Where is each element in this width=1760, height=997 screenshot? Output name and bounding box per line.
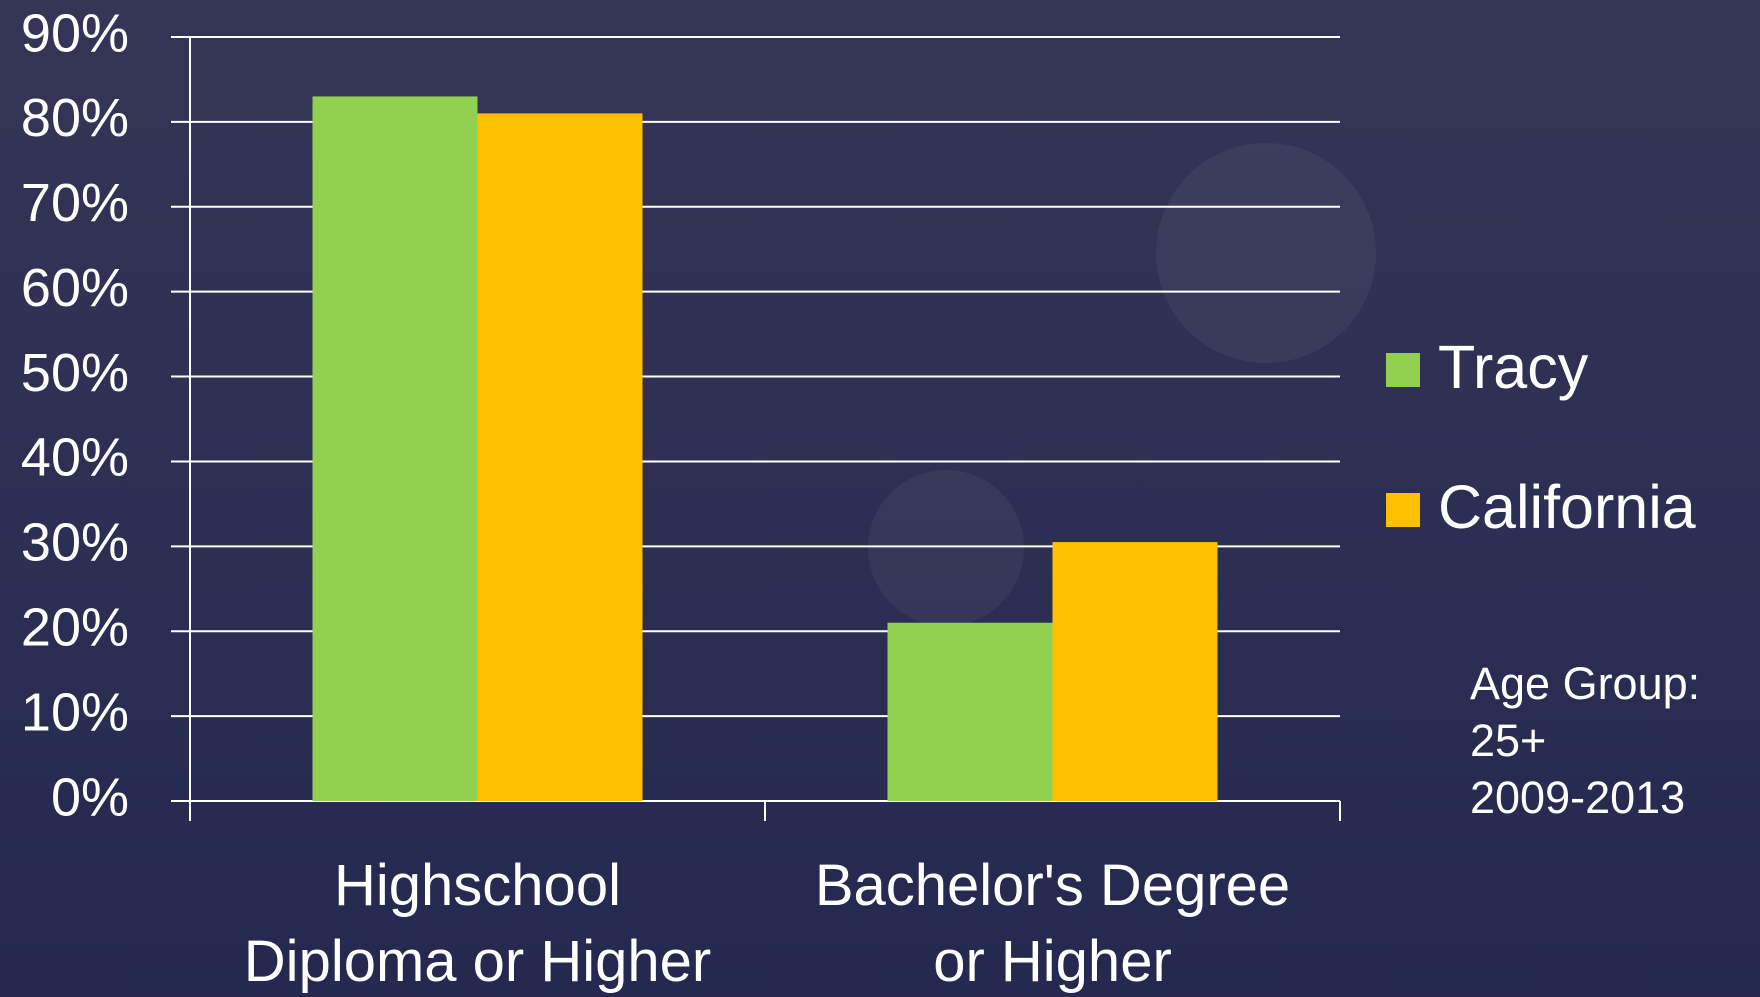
legend-swatch	[1386, 353, 1420, 387]
x-tick-label: Bachelor's Degree or Higher	[814, 853, 1291, 994]
bar	[477, 113, 643, 801]
annotation: Age Group: 25+ 2009-2013	[1470, 658, 1701, 823]
y-tick-label: 10%	[21, 682, 129, 742]
bar	[887, 622, 1053, 801]
legend-label: Tracy	[1438, 333, 1589, 401]
y-tick-label: 60%	[21, 258, 129, 318]
y-tick-label: 0%	[51, 767, 129, 827]
legend-label: California	[1438, 473, 1696, 541]
y-tick-label: 20%	[21, 597, 129, 657]
y-tick-label: 70%	[21, 173, 129, 233]
bar	[312, 96, 478, 801]
y-tick-label: 30%	[21, 513, 129, 573]
decor-circle	[1156, 143, 1376, 363]
y-tick-label: 50%	[21, 343, 129, 403]
y-tick-label: 90%	[21, 3, 129, 63]
decor-circle	[868, 470, 1024, 626]
legend-swatch	[1386, 493, 1420, 527]
bar	[1052, 542, 1218, 801]
y-tick-label: 80%	[21, 88, 129, 148]
x-tick-label: Highschool Diploma or Higher	[243, 853, 712, 994]
y-tick-label: 40%	[21, 428, 129, 488]
